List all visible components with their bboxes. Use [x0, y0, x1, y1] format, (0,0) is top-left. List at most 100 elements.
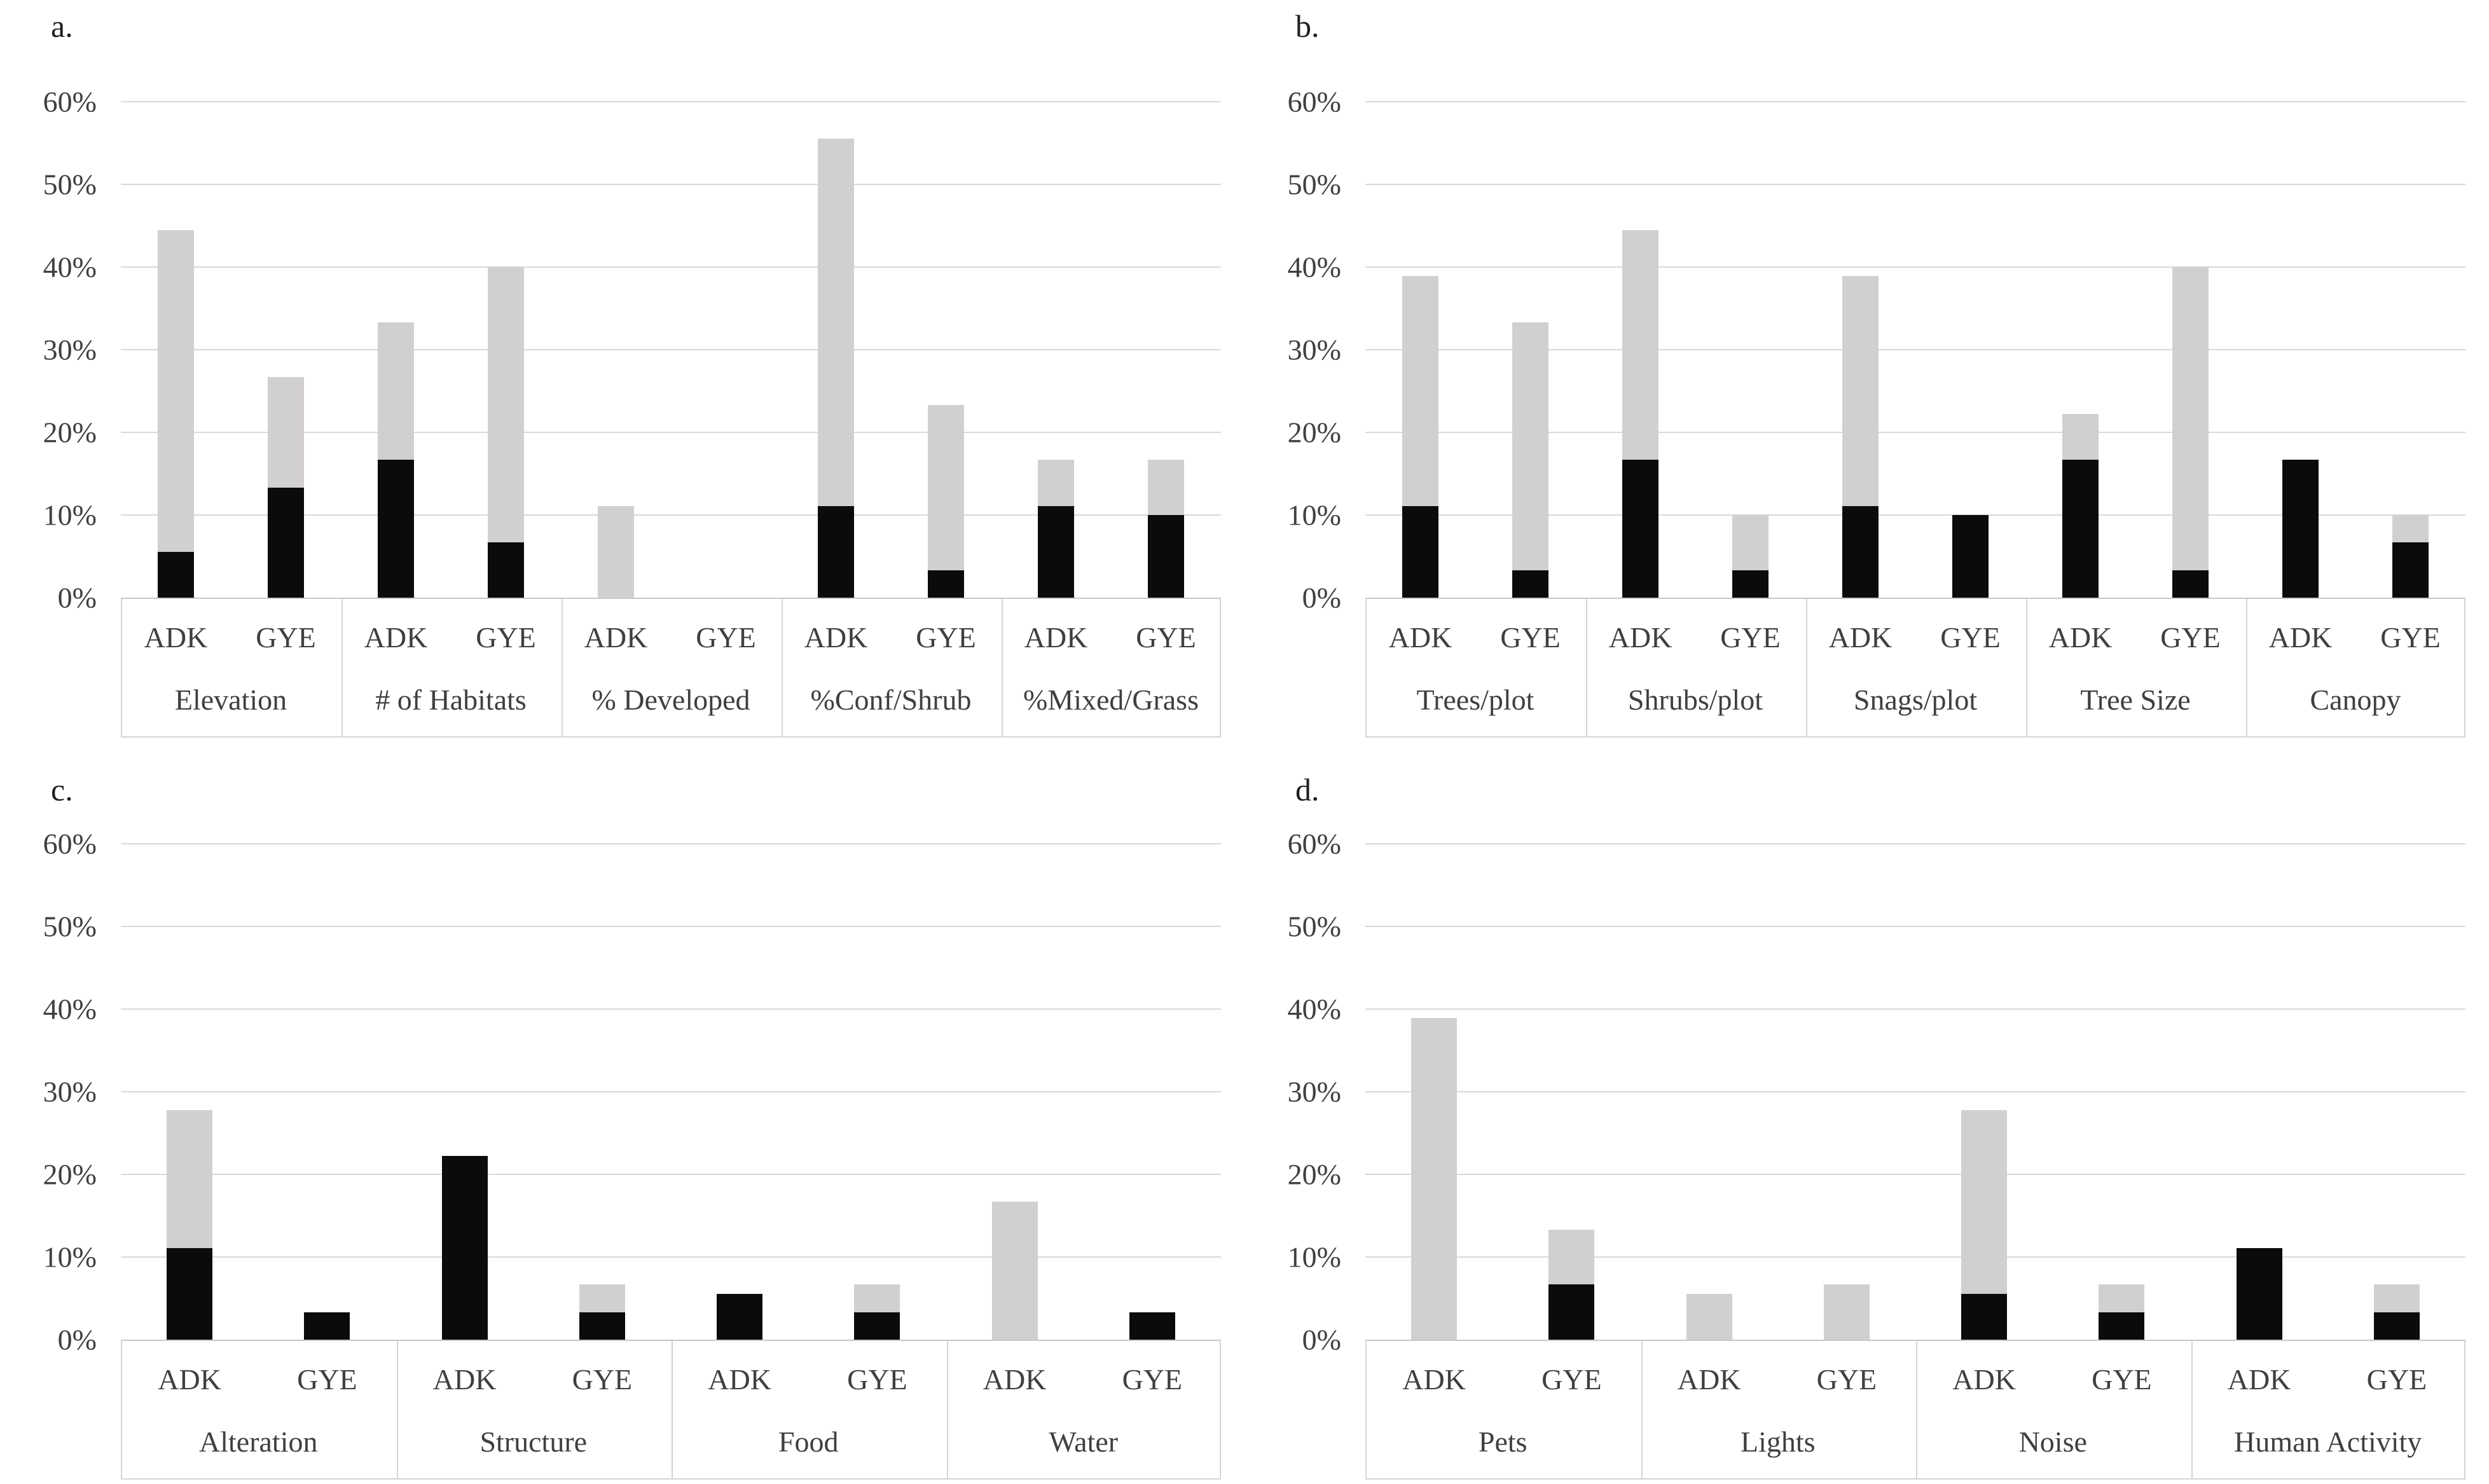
bar-group-label-gye: GYE: [476, 621, 536, 654]
category-separator: [2191, 1341, 2193, 1478]
bar-black-segment-adk: [441, 1156, 488, 1340]
y-axis-tick-label: 60%: [1287, 85, 1341, 118]
category-separator: [1641, 1341, 1643, 1478]
bar-gray-segment-adk: [167, 1110, 213, 1248]
category-label: Food: [778, 1426, 839, 1458]
gridline-50pct: [121, 926, 1221, 927]
gridline-20pct: [1365, 1174, 2465, 1175]
bar-group-label-gye: GYE: [1122, 1363, 1183, 1396]
bar-group-label-adk: ADK: [983, 1363, 1047, 1396]
y-axis-tick-label: 50%: [43, 910, 97, 943]
category-label: %Conf/Shrub: [810, 684, 972, 716]
bar-black-segment-gye: [1147, 515, 1185, 598]
gridline-30pct: [121, 349, 1221, 350]
bar-group-label-adk: ADK: [144, 621, 208, 654]
y-axis-tick-label: 60%: [1287, 827, 1341, 860]
panel-b-letter-label: b.: [1295, 8, 1320, 44]
y-axis-tick-label: 30%: [1287, 333, 1341, 366]
bar-black-segment-gye: [487, 542, 525, 598]
bar-black-segment-adk: [1961, 1293, 2008, 1340]
category-label: Trees/plot: [1416, 684, 1534, 716]
bar-black-segment-adk: [157, 551, 195, 598]
bar-group-label-gye: GYE: [1541, 1363, 1602, 1396]
y-axis-tick-label: 0%: [1302, 581, 1341, 614]
category-label: % Developed: [591, 684, 750, 716]
bar-black-segment-adk: [2282, 460, 2319, 598]
bar-black-segment-adk: [717, 1293, 763, 1340]
bar-group-label-adk: ADK: [2268, 621, 2333, 654]
category-label: Snags/plot: [1853, 684, 1978, 716]
bar-black-segment-adk: [167, 1247, 213, 1340]
bar-group-label-gye: GYE: [297, 1363, 357, 1396]
bar-black-segment-adk: [2236, 1247, 2282, 1340]
category-label: Structure: [479, 1426, 588, 1458]
bar-black-segment-gye: [267, 487, 305, 598]
bar-gray-segment-gye: [2392, 515, 2429, 543]
y-axis-tick-label: 30%: [43, 333, 97, 366]
bar-group-label-adk: ADK: [804, 621, 868, 654]
bar-group-label-adk: ADK: [708, 1363, 771, 1396]
category-label: Shrubs/plot: [1627, 684, 1763, 716]
bar-group-label-adk: ADK: [158, 1363, 221, 1396]
gridline-30pct: [1365, 1091, 2465, 1092]
bar-gray-segment-gye: [1512, 322, 1549, 570]
panel-a: a. 60% 50% 40% 30% 20% 10% 0% Elevation ADK GYE # …: [0, 0, 1244, 742]
y-axis-tick-label: 40%: [43, 993, 97, 1026]
gridline-60pct: [121, 843, 1221, 844]
category-axis-table: [121, 1340, 1221, 1480]
gridline-40pct: [121, 266, 1221, 268]
bar-group-label-gye: GYE: [256, 621, 316, 654]
y-axis-tick-label: 30%: [1287, 1075, 1341, 1108]
y-axis-tick-label: 40%: [43, 251, 97, 284]
gridline-60pct: [121, 101, 1221, 102]
bar-black-segment-adk: [1622, 460, 1659, 598]
bar-gray-segment-gye: [579, 1284, 625, 1312]
bar-black-segment-gye: [1129, 1312, 1175, 1340]
bar-gray-segment-gye: [267, 377, 305, 488]
panel-b: b. 60% 50% 40% 30% 20% 10% 0% Trees/plot ADK GYE S…: [1244, 0, 2489, 742]
gridline-10pct: [121, 514, 1221, 516]
category-label: Human Activity: [2234, 1426, 2422, 1458]
category-label: Canopy: [2310, 684, 2401, 716]
y-axis-tick-label: 10%: [1287, 1240, 1341, 1274]
bar-black-segment-gye: [2172, 570, 2209, 598]
panel-d: d. 60% 50% 40% 30% 20% 10% 0% Pets ADK GYE Lights A…: [1244, 742, 2489, 1484]
bar-group-label-adk: ADK: [2227, 1363, 2291, 1396]
gridline-20pct: [121, 432, 1221, 433]
bar-group-label-adk: ADK: [2048, 621, 2113, 654]
bar-black-segment-gye: [927, 570, 965, 598]
bar-group-label-adk: ADK: [1677, 1363, 1741, 1396]
bar-gray-segment-adk: [377, 322, 415, 460]
bar-group-label-gye: GYE: [1940, 621, 2001, 654]
bar-black-segment-gye: [579, 1312, 625, 1340]
y-axis-tick-label: 30%: [43, 1075, 97, 1108]
panel-a-letter-label: a.: [51, 8, 73, 44]
bar-gray-segment-adk: [991, 1202, 1038, 1340]
category-separator: [341, 599, 343, 736]
y-axis-tick-label: 60%: [43, 827, 97, 860]
bar-black-segment-gye: [1732, 570, 1769, 598]
bar-group-label-adk: ADK: [364, 621, 428, 654]
category-axis-table: [1365, 598, 2465, 738]
bar-black-segment-gye: [2099, 1312, 2145, 1340]
bar-gray-segment-adk: [1842, 276, 1879, 506]
bar-gray-segment-adk: [817, 138, 855, 506]
bar-gray-segment-gye: [2373, 1284, 2420, 1312]
bar-gray-segment-gye: [1732, 515, 1769, 570]
bar-gray-segment-adk: [1622, 230, 1659, 460]
gridline-30pct: [121, 1091, 1221, 1092]
gridline-10pct: [121, 1256, 1221, 1258]
category-separator: [946, 1341, 948, 1478]
category-label: %Mixed/Grass: [1023, 684, 1199, 716]
bar-black-segment-gye: [1548, 1284, 1595, 1340]
y-axis-tick-label: 50%: [1287, 168, 1341, 201]
bar-black-segment-adk: [1402, 505, 1439, 598]
category-label: Tree Size: [2080, 684, 2191, 716]
bar-group-label-adk: ADK: [1024, 621, 1088, 654]
bar-group-label-gye: GYE: [2366, 1363, 2427, 1396]
category-label: Lights: [1740, 1426, 1816, 1458]
bar-gray-segment-adk: [1037, 460, 1075, 506]
bar-gray-segment-gye: [927, 404, 965, 570]
bar-group-label-adk: ADK: [1608, 621, 1672, 654]
category-separator: [1002, 599, 1003, 736]
